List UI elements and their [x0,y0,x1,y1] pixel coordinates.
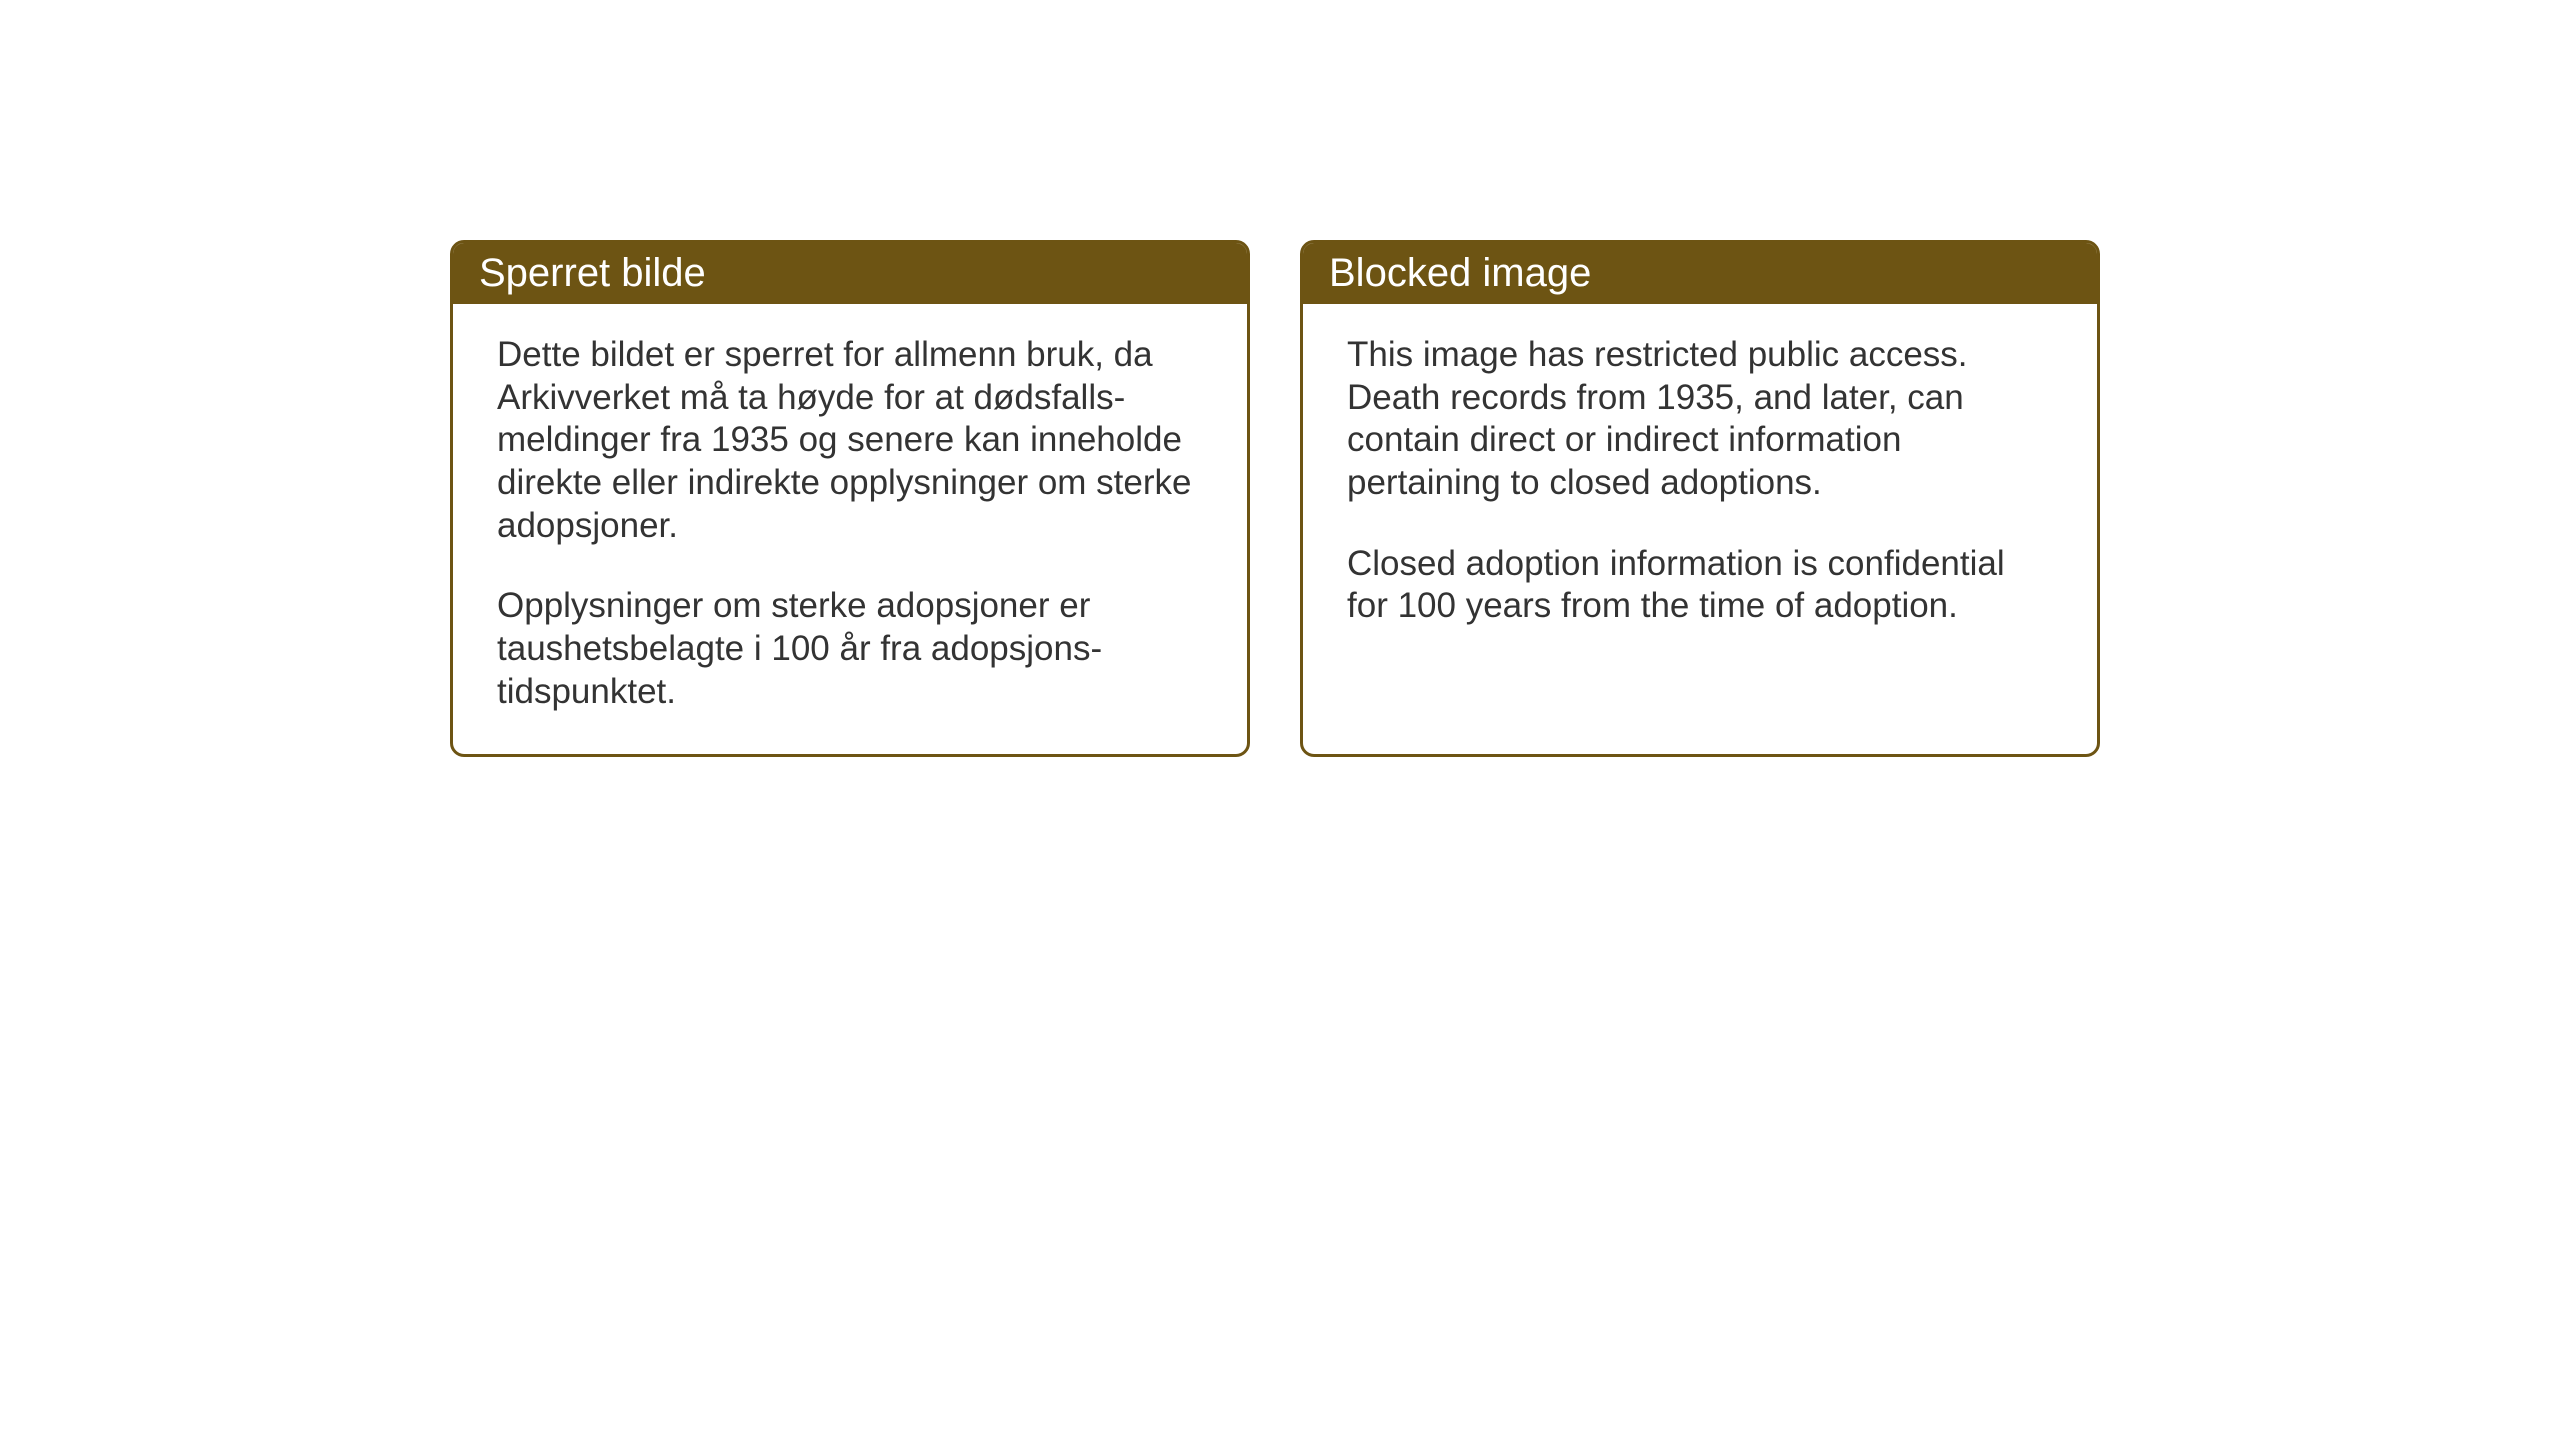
notice-container: Sperret bilde Dette bildet er sperret fo… [450,240,2100,757]
notice-header-norwegian: Sperret bilde [453,243,1247,304]
notice-body-norwegian: Dette bildet er sperret for allmenn bruk… [453,304,1247,754]
notice-paragraph: Closed adoption information is confident… [1347,543,2053,628]
notice-paragraph: Dette bildet er sperret for allmenn bruk… [497,334,1203,547]
notice-body-english: This image has restricted public access.… [1303,304,2097,744]
notice-box-norwegian: Sperret bilde Dette bildet er sperret fo… [450,240,1250,757]
notice-paragraph: Opplysninger om sterke adopsjoner er tau… [497,585,1203,713]
notice-box-english: Blocked image This image has restricted … [1300,240,2100,757]
notice-header-english: Blocked image [1303,243,2097,304]
notice-paragraph: This image has restricted public access.… [1347,334,2053,505]
